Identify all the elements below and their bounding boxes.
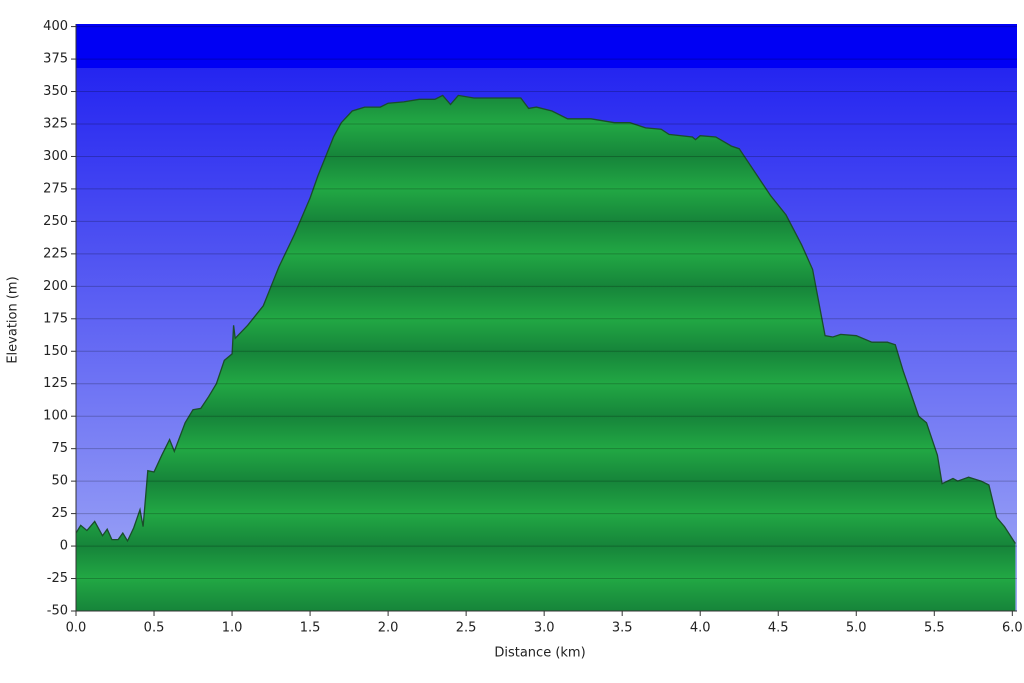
y-tick-label: 250 bbox=[43, 214, 68, 229]
y-tick-label: 200 bbox=[43, 279, 68, 294]
x-tick-label: 4.0 bbox=[690, 621, 711, 636]
y-tick-label: 25 bbox=[51, 506, 68, 521]
x-tick-label: 2.0 bbox=[378, 621, 399, 636]
y-tick-label: 275 bbox=[43, 181, 68, 196]
y-tick-label: 100 bbox=[43, 409, 68, 424]
plot-top-band bbox=[76, 24, 1017, 68]
y-tick-label: 225 bbox=[43, 246, 68, 261]
y-tick-label: 175 bbox=[43, 311, 68, 326]
x-tick-label: 3.5 bbox=[612, 621, 633, 636]
x-tick-label: 6.0 bbox=[1002, 621, 1023, 636]
x-tick-label: 0.0 bbox=[66, 621, 87, 636]
y-tick-label: 150 bbox=[43, 344, 68, 359]
y-tick-label: 75 bbox=[51, 441, 68, 456]
elevation-area bbox=[76, 95, 1016, 611]
y-tick-label: 375 bbox=[43, 52, 68, 67]
x-tick-label: 2.5 bbox=[456, 621, 477, 636]
x-tick-label: 1.0 bbox=[222, 621, 243, 636]
x-tick-label: 3.0 bbox=[534, 621, 555, 636]
x-axis-label: Distance (km) bbox=[494, 646, 585, 661]
x-tick-label: 4.5 bbox=[768, 621, 789, 636]
y-tick-label: 300 bbox=[43, 149, 68, 164]
y-tick-label: 350 bbox=[43, 84, 68, 99]
y-tick-label: 0 bbox=[60, 539, 68, 554]
y-tick-label: -25 bbox=[47, 571, 68, 586]
y-tick-label: 50 bbox=[51, 474, 68, 489]
x-tick-label: 1.5 bbox=[300, 621, 321, 636]
x-tick-label: 5.5 bbox=[924, 621, 945, 636]
y-tick-label: 325 bbox=[43, 116, 68, 131]
y-axis-label: Elevation (m) bbox=[6, 276, 21, 363]
x-tick-label: 0.5 bbox=[144, 621, 165, 636]
y-tick-label: 400 bbox=[43, 19, 68, 34]
y-tick-label: 125 bbox=[43, 376, 68, 391]
y-tick-label: -50 bbox=[47, 604, 68, 619]
x-tick-label: 5.0 bbox=[846, 621, 867, 636]
elevation-line bbox=[75, 94, 1016, 544]
